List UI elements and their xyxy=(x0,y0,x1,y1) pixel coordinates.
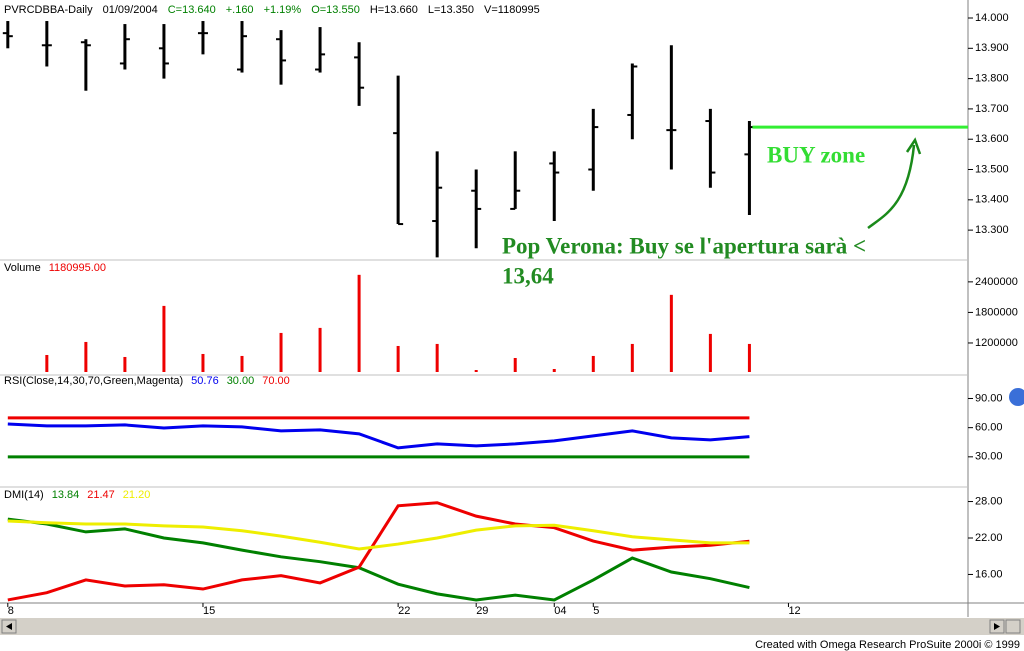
readout: 21.47 xyxy=(87,489,115,501)
y-tick-label: 13.600 xyxy=(975,133,1009,145)
y-tick-label: 14.000 xyxy=(975,12,1009,24)
volume-bar xyxy=(513,357,517,372)
y-tick-label: 16.00 xyxy=(975,568,1003,580)
header-field: H=13.660 xyxy=(370,4,418,16)
scroll-end[interactable] xyxy=(1005,619,1021,634)
y-tick-label: 28.00 xyxy=(975,495,1003,507)
header-field: O=13.550 xyxy=(311,4,360,16)
y-tick-label: 60.00 xyxy=(975,422,1003,434)
separators xyxy=(0,0,1024,617)
x-tick-label: 15 xyxy=(203,605,215,617)
annotation: Pop Verona: Buy se l'apertura sarà < xyxy=(502,233,866,258)
x-tick-label: 04 xyxy=(554,605,566,617)
volume-bar xyxy=(396,345,400,372)
series-line xyxy=(7,501,750,602)
volume-bar xyxy=(630,343,634,372)
series-line xyxy=(7,517,750,602)
y-tick-label: 1800000 xyxy=(975,306,1018,318)
header-field: C=13.640 xyxy=(168,4,216,16)
volume-bar xyxy=(201,353,205,372)
y-tick-label: 1200000 xyxy=(975,337,1018,349)
y-tick-label: 90.00 xyxy=(975,392,1003,404)
x-tick-label: 5 xyxy=(593,605,599,617)
volume-bar xyxy=(84,341,88,372)
header-field: V=1180995 xyxy=(484,4,540,16)
y-tick-label: 2400000 xyxy=(975,276,1018,288)
x-tick-label: 8 xyxy=(8,605,14,617)
readout: 70.00 xyxy=(262,375,290,387)
volume-bar xyxy=(162,305,166,372)
volume-bar xyxy=(747,343,751,372)
header-field: 01/09/2004 xyxy=(103,4,158,16)
volume-bar xyxy=(279,332,283,372)
scrollbar[interactable] xyxy=(0,618,1024,635)
volume-bar xyxy=(123,356,127,372)
x-tick-label: 22 xyxy=(398,605,410,617)
y-tick-label: 13.900 xyxy=(975,42,1009,54)
volume-bar xyxy=(240,355,244,372)
readout: 21.20 xyxy=(123,489,151,501)
y-tick-label: 22.00 xyxy=(975,532,1003,544)
readout: 1180995.00 xyxy=(49,262,106,274)
header-field: PVRCDBBA-Daily xyxy=(4,4,93,16)
y-tick-label: 13.800 xyxy=(975,73,1009,85)
readout: 30.00 xyxy=(227,375,255,387)
panel-title: RSI(Close,14,30,70,Green,Magenta) xyxy=(4,375,183,387)
volume-bar xyxy=(45,354,49,372)
volume-bar xyxy=(435,343,439,372)
readout: 50.76 xyxy=(191,375,219,387)
arrow-icon xyxy=(994,623,1000,630)
series-line xyxy=(7,422,750,450)
y-tick-label: 30.00 xyxy=(975,451,1003,463)
x-tick-label: 29 xyxy=(476,605,488,617)
header-field: +1.19% xyxy=(264,4,302,16)
annotation: BUY zone xyxy=(767,142,865,167)
y-tick-label: 13.500 xyxy=(975,163,1009,175)
volume-bar xyxy=(318,327,322,372)
x-tick-label: 12 xyxy=(788,605,800,617)
arrow-head xyxy=(905,137,922,155)
footer: Created with Omega Research ProSuite 200… xyxy=(755,639,1020,651)
annotation: 13,64 xyxy=(502,263,554,288)
header-field: L=13.350 xyxy=(428,4,474,16)
volume-bar xyxy=(474,370,478,372)
y-tick-label: 13.700 xyxy=(975,103,1009,115)
y-tick-label: 13.400 xyxy=(975,194,1009,206)
series-line xyxy=(7,519,750,551)
y-tick-label: 13.300 xyxy=(975,224,1009,236)
volume-bar xyxy=(669,294,673,372)
globe-icon[interactable] xyxy=(1009,388,1024,406)
panel-title: Volume xyxy=(4,262,41,274)
volume-bar xyxy=(357,274,361,372)
panel-title: DMI(14) xyxy=(4,489,44,501)
volume-bar xyxy=(552,368,556,372)
readout: 13.84 xyxy=(52,489,80,501)
volume-bar xyxy=(708,333,712,372)
volume-bar xyxy=(591,355,595,372)
header-field: +.160 xyxy=(226,4,254,16)
arrow xyxy=(867,144,916,229)
arrow-icon xyxy=(6,623,12,630)
